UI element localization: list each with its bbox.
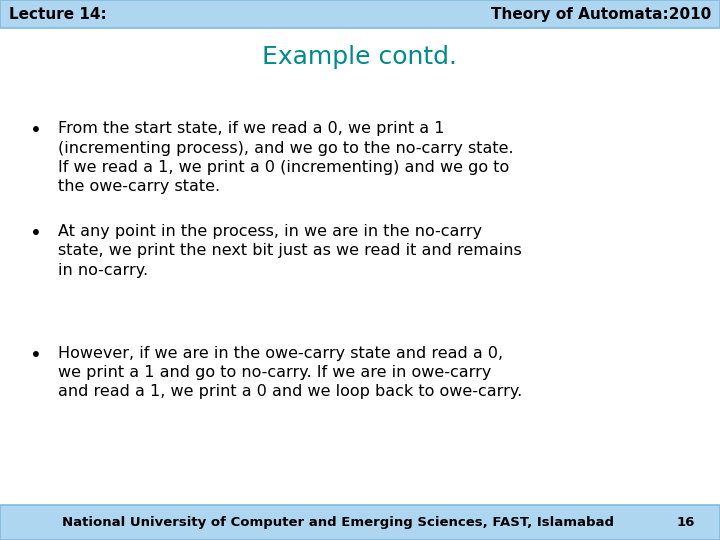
Text: From the start state, if we read a 0, we print a 1
(incrementing process), and w: From the start state, if we read a 0, we… bbox=[58, 122, 513, 194]
Text: Example contd.: Example contd. bbox=[263, 45, 457, 69]
Text: Theory of Automata:2010: Theory of Automata:2010 bbox=[491, 6, 711, 22]
Text: However, if we are in the owe-carry state and read a 0,
we print a 1 and go to n: However, if we are in the owe-carry stat… bbox=[58, 346, 522, 399]
Bar bbox=[0, 505, 720, 540]
Text: •: • bbox=[30, 122, 42, 140]
Text: •: • bbox=[30, 224, 42, 243]
Text: Lecture 14:: Lecture 14: bbox=[9, 6, 107, 22]
Text: At any point in the process, in we are in the no-carry
state, we print the next : At any point in the process, in we are i… bbox=[58, 224, 521, 278]
Bar bbox=[0, 0, 720, 28]
Text: National University of Computer and Emerging Sciences, FAST, Islamabad: National University of Computer and Emer… bbox=[63, 516, 614, 529]
Text: •: • bbox=[30, 346, 42, 365]
Text: 16: 16 bbox=[676, 516, 695, 529]
